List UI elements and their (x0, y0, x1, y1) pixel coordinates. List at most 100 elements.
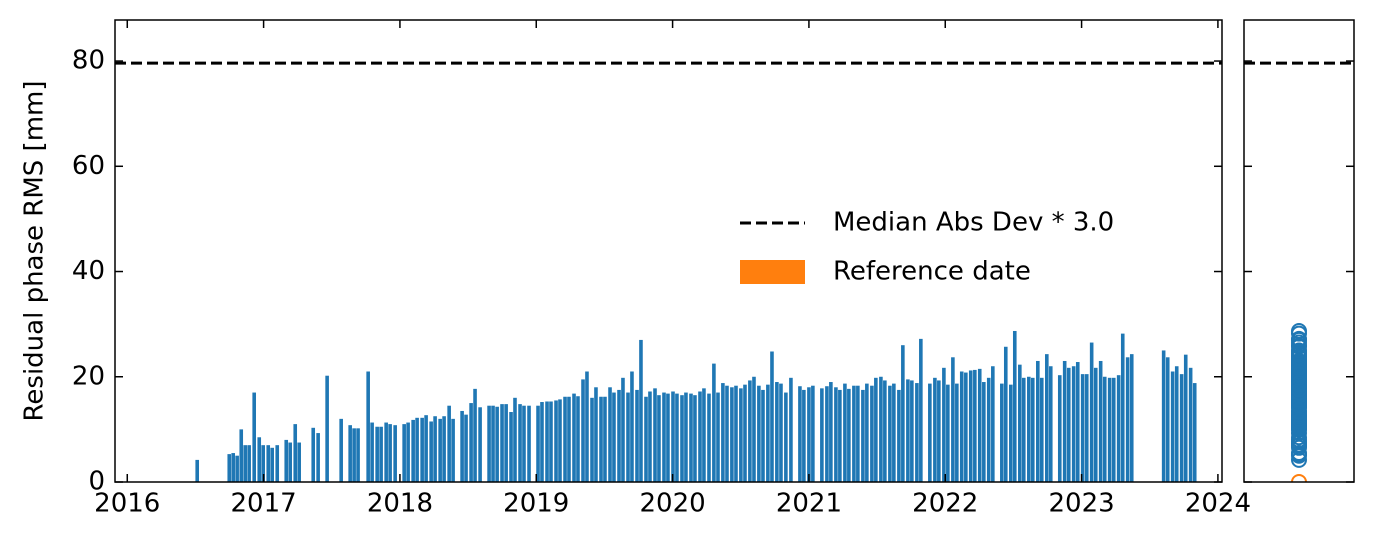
main-plot (115, 61, 1222, 482)
bar (748, 380, 752, 482)
bar (621, 377, 625, 482)
bar (612, 392, 616, 482)
bar (1071, 366, 1076, 482)
bar (447, 405, 451, 482)
bar (829, 382, 833, 482)
bar (865, 383, 869, 482)
bar (734, 385, 738, 482)
bar (1161, 350, 1166, 482)
bar (856, 385, 860, 482)
bar (757, 385, 761, 482)
bar (1080, 374, 1085, 482)
bar (1192, 383, 1197, 482)
bar (243, 445, 247, 482)
bar (843, 383, 847, 482)
bar (1116, 375, 1121, 482)
bar (639, 339, 643, 482)
bar (379, 426, 383, 482)
bar (513, 397, 517, 482)
bar (375, 426, 379, 482)
bar (910, 380, 914, 482)
bar (617, 389, 621, 482)
bar (807, 387, 811, 482)
side-point (1291, 342, 1307, 359)
bar (572, 393, 576, 482)
bar (356, 428, 360, 482)
bar (1084, 374, 1089, 482)
bar (311, 427, 316, 482)
bar (852, 385, 856, 482)
bar (469, 403, 473, 482)
bar (825, 386, 829, 482)
bar (1021, 377, 1026, 482)
bar (834, 387, 838, 482)
bar (231, 453, 235, 482)
bar (973, 369, 977, 482)
y-tick-label: 20 (72, 361, 105, 391)
bar (594, 387, 598, 482)
bar (509, 412, 513, 482)
x-tick-label: 2017 (231, 489, 297, 519)
bar (545, 401, 549, 482)
bar (567, 396, 571, 482)
bar (671, 391, 675, 482)
bar (603, 396, 607, 482)
bar (1075, 362, 1080, 482)
bar (964, 372, 968, 482)
bar (820, 388, 824, 482)
x-tick-label: 2016 (94, 489, 160, 519)
bar (366, 371, 370, 482)
bar (1036, 360, 1040, 482)
bar (951, 357, 955, 482)
bar (712, 363, 716, 482)
bar (348, 425, 352, 482)
bar (393, 425, 397, 482)
bar (429, 421, 433, 482)
bar (1039, 377, 1044, 482)
bar (928, 383, 932, 482)
bar (495, 406, 499, 482)
bar (316, 433, 320, 482)
y-tick-label: 80 (72, 46, 105, 76)
bar (406, 422, 410, 482)
y-tick-label: 60 (72, 151, 105, 181)
bar (227, 454, 232, 482)
bar (1000, 383, 1004, 482)
bar (798, 386, 802, 482)
x-tick-label: 2020 (640, 489, 706, 519)
bar (433, 416, 437, 482)
side-point (1291, 375, 1307, 392)
bar (1009, 384, 1013, 482)
bar (478, 407, 482, 482)
bar (284, 439, 289, 482)
bar (707, 393, 711, 482)
bar (626, 392, 630, 482)
bar (761, 389, 765, 482)
bar (1165, 357, 1170, 482)
bar (1098, 360, 1103, 482)
bar (779, 383, 783, 482)
bar (266, 445, 271, 482)
bar (1183, 354, 1188, 482)
bar (883, 380, 887, 482)
bar (1027, 376, 1031, 482)
bar (522, 405, 526, 482)
bar (901, 345, 905, 482)
legend-reference-swatch (740, 260, 805, 284)
bar (239, 429, 244, 482)
bar (1107, 377, 1112, 482)
bar (563, 396, 567, 482)
bar (680, 395, 684, 482)
bar (684, 392, 688, 482)
bar (635, 389, 639, 482)
bar (1188, 367, 1193, 482)
bar (1089, 342, 1094, 482)
bar (653, 388, 657, 482)
bar (288, 442, 292, 482)
side-axes-frame (1243, 19, 1355, 483)
bar (581, 379, 585, 482)
bar (802, 389, 806, 482)
bar (257, 437, 262, 482)
bar (968, 370, 973, 482)
